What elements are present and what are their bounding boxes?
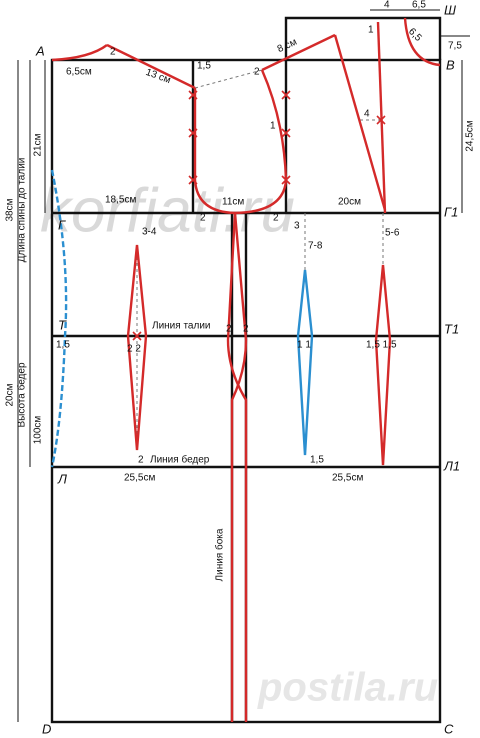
measurement: 100см: [33, 416, 44, 445]
measurement: 20см: [338, 197, 361, 208]
measurement: 21см: [33, 133, 44, 156]
measurement: 1,5 1,5: [366, 340, 397, 351]
measurement: 25,5см: [332, 473, 363, 484]
point-label: Л: [57, 471, 67, 486]
pattern-lines: [50, 17, 441, 722]
measurement: 2: [138, 455, 144, 466]
line-label: Линия бедер: [150, 454, 210, 466]
measurement: 1,5: [197, 61, 211, 72]
measurement: 2: [110, 47, 116, 58]
measurement: 3-4: [142, 227, 157, 238]
measurement: 4: [384, 0, 390, 11]
point-label: Г: [58, 217, 66, 232]
measurement: 38см: [5, 198, 16, 221]
line-label: Высота бедер: [16, 362, 28, 427]
measurement: 2 2: [127, 344, 141, 355]
measurement: 8 см: [276, 37, 299, 56]
line-label: Линия бока: [214, 528, 226, 581]
measurement: 7-8: [308, 241, 323, 252]
measurement: 13 см: [144, 67, 172, 86]
dimension-lines: [17, 9, 470, 722]
measurement: 2: [254, 67, 260, 78]
point-label: Т1: [444, 321, 459, 336]
measurement: 18,5см: [105, 195, 136, 206]
point-label: Т: [58, 317, 67, 332]
measurement: 2: [200, 213, 206, 224]
measurement: 11см: [222, 197, 244, 208]
measurement: 25,5см: [124, 473, 155, 484]
measurement: 2: [226, 324, 232, 335]
measurement: 3: [294, 221, 300, 232]
point-label: В: [446, 57, 455, 72]
measurement: 1,5: [56, 340, 70, 351]
measurement: 2: [243, 324, 249, 335]
measurement: 5-6: [385, 228, 400, 239]
measurement: 6,5: [412, 0, 426, 11]
point-label: Г1: [444, 204, 458, 219]
watermark: postila.ru: [257, 666, 438, 710]
measurement: 1 1: [297, 340, 311, 351]
point-label: Ш: [444, 2, 456, 17]
measurement: 6,5см: [66, 67, 92, 78]
measurement: 4: [364, 109, 370, 120]
measurement: 24,5см: [465, 120, 476, 151]
measurement: 1: [270, 121, 276, 132]
measurement: 7,5: [448, 41, 462, 52]
line-label: Длина спины до талии: [17, 158, 28, 263]
measurement: 2: [273, 213, 279, 224]
point-label: D: [42, 721, 51, 736]
point-label: Л1: [443, 458, 460, 473]
point-label: С: [444, 721, 454, 736]
line-label: Линия талии: [152, 321, 211, 332]
measurement: 1: [368, 25, 374, 36]
measurement: 20см: [5, 383, 16, 406]
point-label: А: [35, 43, 45, 58]
measurement: 1,5: [310, 455, 324, 466]
